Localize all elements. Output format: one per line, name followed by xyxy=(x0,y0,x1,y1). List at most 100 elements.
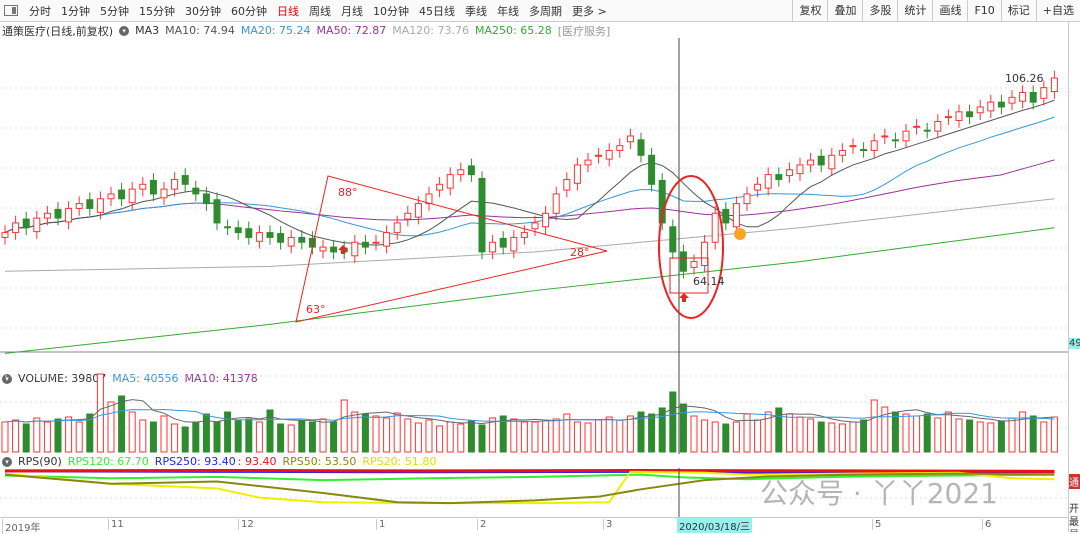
period-tab[interactable]: 月线 xyxy=(341,4,363,18)
period-tab[interactable]: 更多 > xyxy=(572,4,607,18)
period-tab[interactable]: 1分钟 xyxy=(61,4,90,18)
rps-chart[interactable] xyxy=(0,468,1068,517)
candle xyxy=(679,251,687,272)
tool-button[interactable]: +自选 xyxy=(1035,0,1080,22)
candle xyxy=(330,246,338,253)
rps-red-label: : 93.40 xyxy=(237,455,277,468)
candle xyxy=(213,199,221,224)
rps50-label: RPS50: 53.50 xyxy=(282,455,357,468)
volume-bar xyxy=(732,421,740,453)
volume-bar xyxy=(955,418,963,453)
volume-bar xyxy=(139,419,147,453)
period-tab[interactable]: 季线 xyxy=(465,4,487,18)
candle xyxy=(12,222,20,234)
right-info-column: 49 通 开 最 最 xyxy=(1068,22,1080,532)
volume-bar xyxy=(838,423,846,453)
volume-ma10-label: MA10: 41378 xyxy=(184,372,258,385)
tool-button[interactable]: 统计 xyxy=(897,0,932,22)
period-tab[interactable]: 日线 xyxy=(277,4,299,18)
tool-button[interactable]: 复权 xyxy=(792,0,827,22)
candle xyxy=(785,169,793,177)
volume-bar xyxy=(404,418,412,453)
period-tab[interactable]: 15分钟 xyxy=(139,4,175,18)
volume-bar xyxy=(573,421,581,453)
main-legend: 通策医疗(日线,前复权) ▾ MA3 MA10: 74.94 MA20: 75.… xyxy=(2,23,610,38)
volume-chart[interactable] xyxy=(0,354,1068,454)
period-tab[interactable]: 10分钟 xyxy=(373,4,409,18)
volume-bar xyxy=(807,418,815,453)
volume-bar xyxy=(383,417,391,453)
period-tab[interactable]: 60分钟 xyxy=(231,4,267,18)
candle xyxy=(255,232,263,242)
buy-arrow-icon xyxy=(338,245,348,254)
candle xyxy=(393,222,401,234)
sidebar-toggle-icon[interactable] xyxy=(4,5,18,16)
period-tab[interactable]: 分时 xyxy=(29,4,51,18)
volume-bar xyxy=(245,418,253,453)
volume-bar xyxy=(563,413,571,453)
angle-label: 28° xyxy=(570,246,590,259)
period-tab[interactable]: 周线 xyxy=(309,4,331,18)
volume-bar xyxy=(181,426,189,453)
volume-bar xyxy=(319,418,327,453)
period-tab[interactable]: 多周期 xyxy=(529,4,562,18)
month-label: 2 xyxy=(477,519,486,530)
ma3-label: MA3 xyxy=(135,24,160,37)
candle xyxy=(404,212,412,220)
highlight-ellipse xyxy=(658,175,724,319)
candle xyxy=(33,217,41,233)
price-tag: 49 xyxy=(1069,338,1080,349)
period-tab[interactable]: 5分钟 xyxy=(100,4,129,18)
candle xyxy=(245,228,253,238)
tool-buttons: 复权 叠加 多股 统计 画线 F10 标记 +自选 xyxy=(792,0,1080,22)
candle xyxy=(75,203,83,209)
volume-bar xyxy=(43,421,51,453)
candle xyxy=(637,139,645,156)
stock-title: 通策医疗(日线,前复权) xyxy=(2,24,114,38)
candle xyxy=(181,175,189,185)
volume-ma10-line xyxy=(4,408,1055,423)
collapse-icon[interactable]: ▾ xyxy=(2,456,12,467)
volume-bar xyxy=(499,415,507,453)
volume-bar xyxy=(997,420,1005,453)
candle xyxy=(457,169,465,176)
volume-bar xyxy=(478,424,486,453)
ma50-label: MA50: 72.87 xyxy=(316,24,387,37)
tool-button[interactable]: 叠加 xyxy=(827,0,862,22)
candle xyxy=(234,227,242,234)
volume-ma5-line xyxy=(4,399,1055,425)
volume-bar xyxy=(584,422,592,453)
volume-bar xyxy=(255,421,263,453)
volume-bar xyxy=(690,415,698,453)
period-tab[interactable]: 年线 xyxy=(497,4,519,18)
info-badge[interactable]: 通 xyxy=(1069,474,1080,489)
volume-bar xyxy=(266,409,274,453)
volume-bar xyxy=(1,421,9,453)
period-tab[interactable]: 45日线 xyxy=(419,4,455,18)
candle xyxy=(149,179,157,195)
candle xyxy=(796,164,804,175)
tool-button[interactable]: F10 xyxy=(967,0,1000,22)
candle xyxy=(626,135,634,143)
candle xyxy=(118,189,126,200)
rps20-label: RPS20: 51.80 xyxy=(362,455,437,468)
candle xyxy=(192,187,200,195)
candle xyxy=(732,203,740,228)
high-price-label: 106.26 xyxy=(1005,72,1044,85)
volume-bar xyxy=(361,413,369,453)
collapse-icon[interactable]: ▾ xyxy=(2,373,12,384)
tool-button[interactable]: 标记 xyxy=(1000,0,1036,22)
candle xyxy=(605,149,613,160)
candle xyxy=(828,154,836,170)
buy-arrow-icon xyxy=(679,293,689,302)
volume-bar xyxy=(679,403,687,453)
tool-button[interactable]: 多股 xyxy=(862,0,897,22)
tool-button[interactable]: 画线 xyxy=(932,0,967,22)
crosshair-date: 2020/03/18/三 xyxy=(677,518,753,533)
period-tab[interactable]: 30分钟 xyxy=(185,4,221,18)
volume-bar xyxy=(128,411,136,453)
volume-ma5-label: MA5: 40556 xyxy=(112,372,179,385)
candle xyxy=(531,222,539,230)
collapse-icon[interactable]: ▾ xyxy=(119,25,130,36)
candlestick-chart[interactable]: 88° 28° 63° 64.14 106.26 xyxy=(0,38,1068,354)
